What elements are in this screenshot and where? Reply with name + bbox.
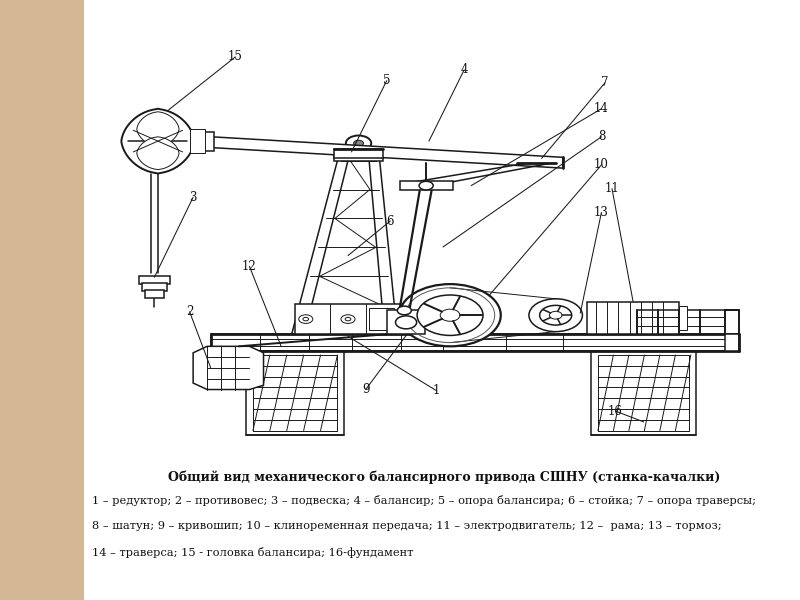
Bar bbox=[369, 308, 394, 330]
Bar bbox=[253, 355, 338, 431]
Bar bbox=[295, 304, 401, 334]
Bar bbox=[386, 310, 426, 334]
Bar bbox=[400, 181, 453, 190]
Polygon shape bbox=[193, 136, 562, 168]
Bar bbox=[334, 154, 383, 161]
Text: 15: 15 bbox=[228, 50, 242, 64]
Bar bbox=[587, 302, 679, 334]
Circle shape bbox=[345, 317, 351, 321]
Text: 14 – траверса; 15 - головка балансира; 16-фундамент: 14 – траверса; 15 - головка балансира; 1… bbox=[92, 547, 414, 557]
Circle shape bbox=[419, 181, 433, 190]
Polygon shape bbox=[122, 109, 194, 173]
Circle shape bbox=[529, 299, 582, 332]
Circle shape bbox=[398, 306, 411, 315]
Polygon shape bbox=[137, 112, 179, 146]
Circle shape bbox=[346, 136, 371, 151]
Text: 5: 5 bbox=[383, 74, 390, 87]
Bar bbox=[591, 350, 697, 435]
Circle shape bbox=[399, 284, 501, 346]
Text: 14: 14 bbox=[594, 102, 609, 115]
Text: 8 – шатун; 9 – кривошип; 10 – клиноременная передача; 11 – электродвигатель; 12 : 8 – шатун; 9 – кривошип; 10 – клиноремен… bbox=[92, 521, 722, 531]
Text: 9: 9 bbox=[362, 383, 370, 396]
Polygon shape bbox=[137, 137, 179, 170]
Circle shape bbox=[540, 305, 572, 325]
Text: 11: 11 bbox=[605, 182, 619, 195]
Circle shape bbox=[440, 309, 460, 321]
Text: 2: 2 bbox=[186, 305, 194, 318]
Bar bbox=[142, 283, 167, 292]
Text: 16: 16 bbox=[608, 404, 623, 418]
Bar bbox=[145, 290, 164, 298]
Circle shape bbox=[303, 317, 309, 321]
Bar bbox=[193, 131, 214, 151]
Text: 1 – редуктор; 2 – противовес; 3 – подвеска; 4 – балансир; 5 – опора балансира; 6: 1 – редуктор; 2 – противовес; 3 – подвес… bbox=[92, 495, 756, 506]
Bar bbox=[725, 334, 738, 350]
Bar bbox=[246, 350, 345, 435]
Text: 4: 4 bbox=[461, 64, 468, 76]
Circle shape bbox=[354, 140, 363, 146]
Bar bbox=[190, 129, 205, 153]
Bar bbox=[598, 355, 690, 431]
Text: 12: 12 bbox=[242, 260, 257, 273]
Circle shape bbox=[395, 316, 417, 329]
Circle shape bbox=[417, 295, 483, 335]
Bar bbox=[210, 334, 738, 350]
Text: 6: 6 bbox=[386, 215, 394, 227]
Bar bbox=[679, 306, 687, 330]
Text: 13: 13 bbox=[594, 206, 609, 219]
Circle shape bbox=[298, 315, 313, 323]
Text: 1: 1 bbox=[432, 384, 440, 397]
Circle shape bbox=[341, 315, 355, 323]
Text: 7: 7 bbox=[602, 76, 609, 89]
Polygon shape bbox=[193, 346, 263, 389]
Bar bbox=[139, 276, 170, 284]
Circle shape bbox=[550, 311, 562, 319]
Text: 3: 3 bbox=[190, 191, 197, 204]
Text: 8: 8 bbox=[598, 130, 605, 143]
Text: 10: 10 bbox=[594, 158, 609, 172]
Bar bbox=[334, 149, 383, 158]
Text: Общий вид механического балансирного привода СШНУ (станка-качалки): Общий вид механического балансирного при… bbox=[168, 471, 720, 485]
